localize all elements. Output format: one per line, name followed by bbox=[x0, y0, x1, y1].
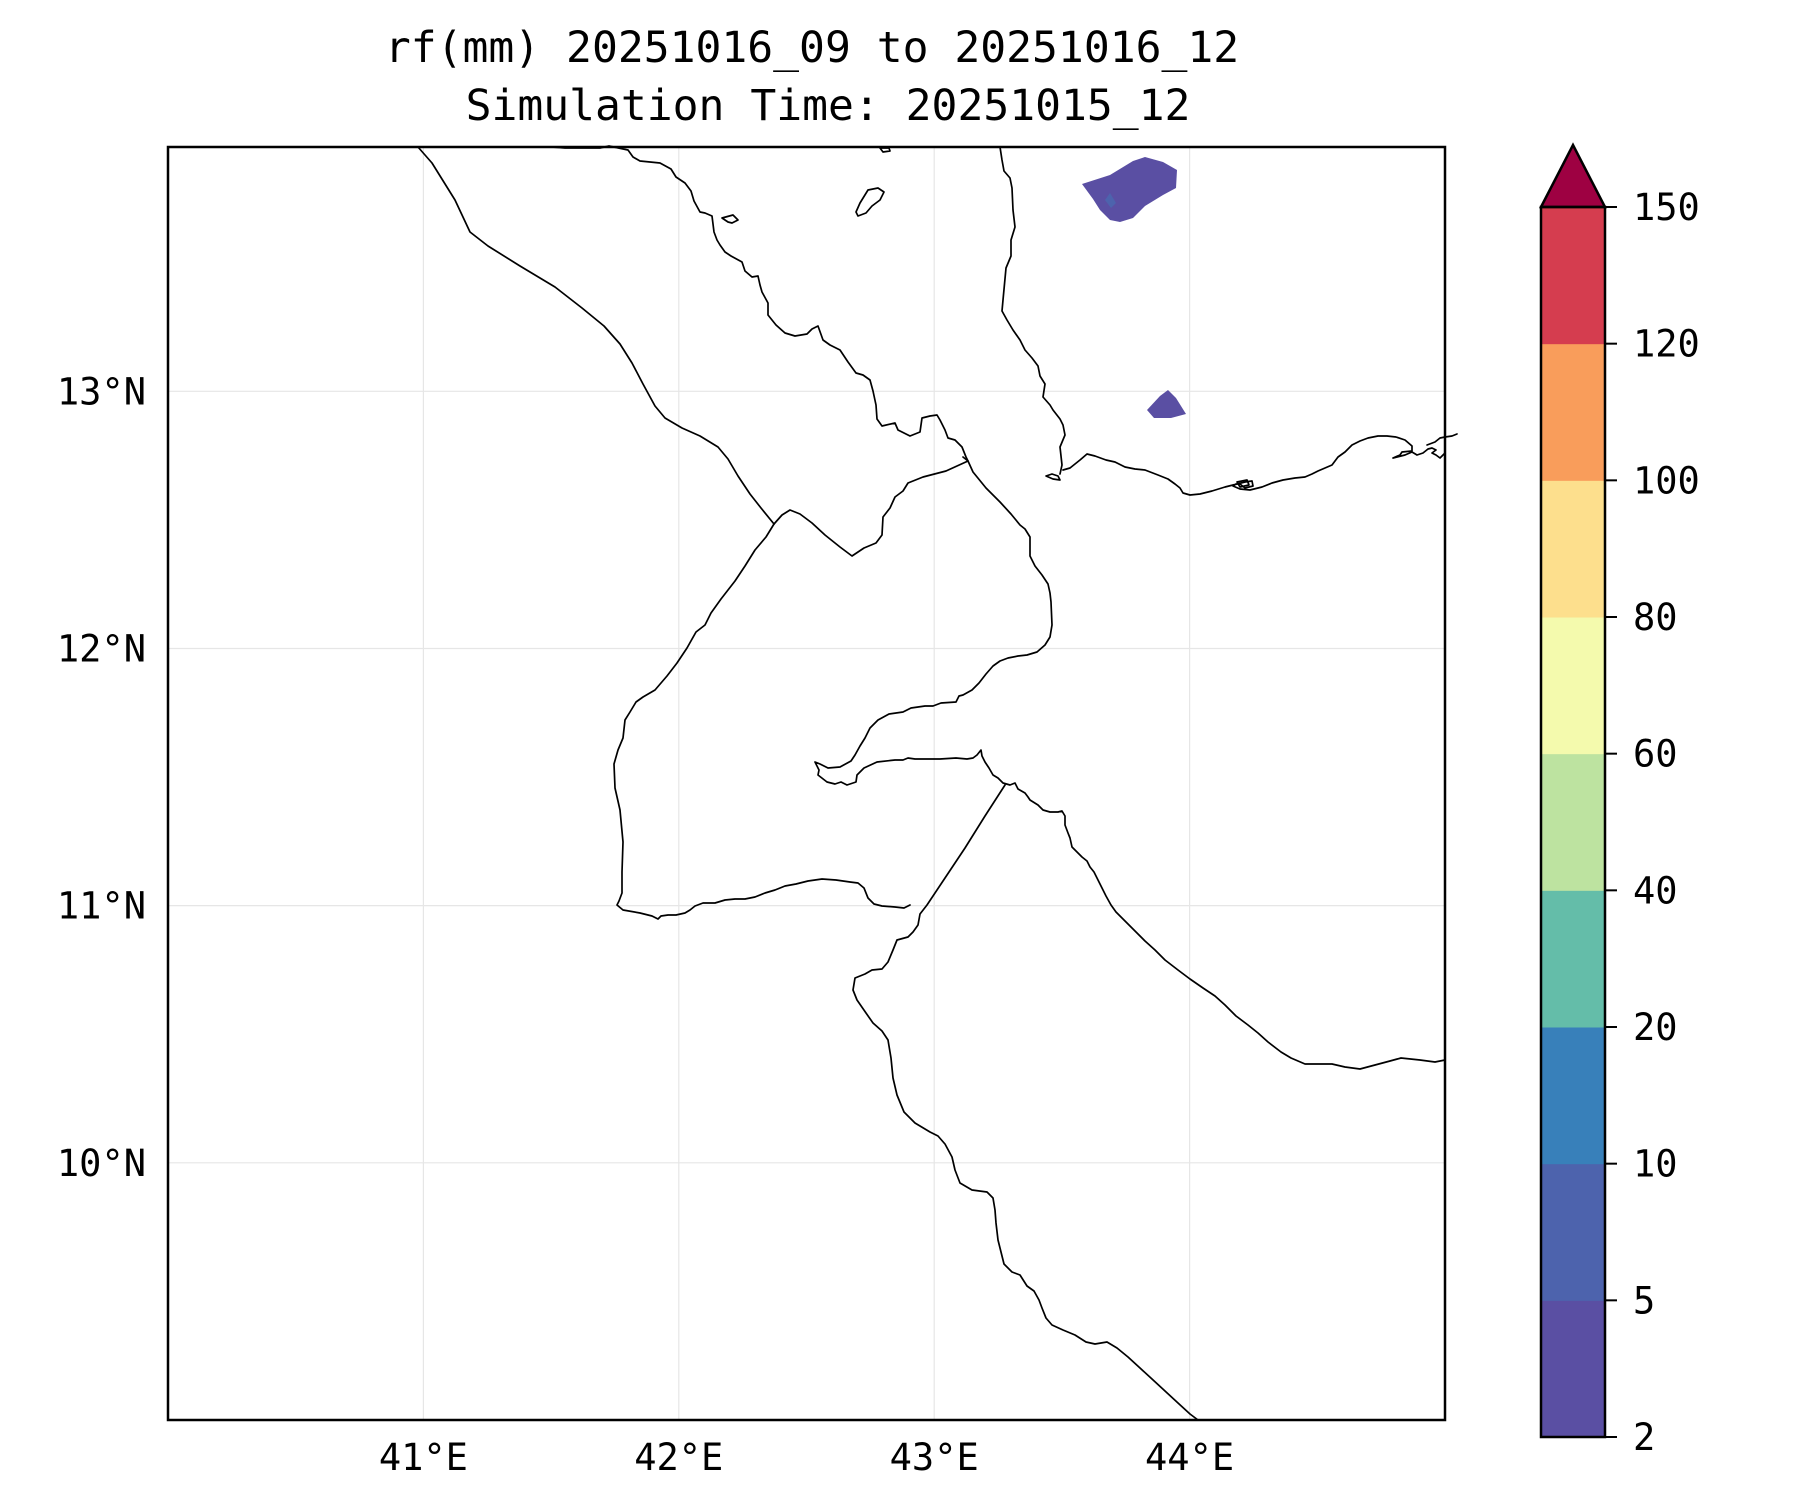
map-frame bbox=[166, 145, 1447, 1422]
colorbar-tick-label: 40 bbox=[1633, 869, 1678, 912]
colorbar-segment bbox=[1541, 890, 1605, 1028]
border-djibouti-west bbox=[613, 523, 911, 920]
x-tick-label: 44°E bbox=[1145, 1436, 1234, 1479]
colorbar-segment bbox=[1541, 207, 1605, 345]
coastline-yemen bbox=[1062, 435, 1446, 496]
map-background bbox=[168, 147, 1445, 1420]
title-line-2: Simulation Time: 20251015_12 bbox=[466, 81, 1191, 131]
rain-cell-south bbox=[1147, 390, 1186, 418]
island-1 bbox=[855, 187, 885, 217]
border-djibouti-ethiopia-south bbox=[852, 784, 1199, 1421]
gridlines bbox=[168, 147, 1445, 1420]
y-tick-label: 10°N bbox=[57, 1142, 146, 1185]
colorbar-segment bbox=[1541, 343, 1605, 481]
colorbar-segment bbox=[1541, 1300, 1605, 1438]
colorbar-tick-label: 120 bbox=[1633, 323, 1700, 366]
y-tick-label: 11°N bbox=[57, 885, 146, 928]
border-ethiopia-eritrea bbox=[417, 146, 775, 525]
x-tick-label: 42°E bbox=[634, 1436, 723, 1479]
colorbar-tick-label: 2 bbox=[1633, 1416, 1655, 1459]
island-3 bbox=[721, 214, 739, 224]
y-tick-label: 12°N bbox=[57, 627, 146, 670]
colorbar-tick-label: 10 bbox=[1633, 1143, 1678, 1186]
coastline-eritrea bbox=[551, 145, 969, 462]
precipitation-layer bbox=[1082, 157, 1186, 418]
coastlines-and-borders bbox=[417, 145, 1458, 1421]
island-5 bbox=[1236, 479, 1250, 488]
coastline-eritrea-inner bbox=[999, 146, 1066, 475]
colorbar-extend-arrow bbox=[1538, 142, 1608, 209]
title-line-1: rf(mm) 20251016_09 to 20251016_12 bbox=[385, 23, 1239, 73]
x-tick-label: 43°E bbox=[890, 1436, 979, 1479]
colorbar-tick-label: 5 bbox=[1633, 1279, 1655, 1322]
colorbar-tick-label: 60 bbox=[1633, 733, 1678, 776]
island-2 bbox=[1045, 473, 1061, 481]
colorbar-segment bbox=[1541, 617, 1605, 755]
border-ethiopia-djibouti bbox=[773, 456, 969, 557]
rain-cell-north-core bbox=[1105, 193, 1116, 208]
x-tick-label: 41°E bbox=[379, 1436, 468, 1479]
colorbar-segment bbox=[1541, 1027, 1605, 1165]
colorbar: 2 5 10 20 40 60 80 100 120 150 bbox=[1538, 142, 1700, 1459]
y-tick-label: 13°N bbox=[57, 370, 146, 413]
coastline-yemen-east bbox=[1426, 433, 1458, 446]
colorbar-tick-label: 80 bbox=[1633, 596, 1678, 639]
rain-cell-north bbox=[1082, 157, 1177, 222]
map-panel: 41°E 42°E 43°E 44°E 13°N 12°N 11°N 10°N bbox=[57, 145, 1458, 1479]
colorbar-frame bbox=[1539, 205, 1607, 1439]
colorbar-segment bbox=[1541, 480, 1605, 618]
coastline-djibouti bbox=[814, 460, 1446, 1070]
colorbar-tick-label: 100 bbox=[1633, 459, 1700, 502]
colorbar-segment bbox=[1541, 1163, 1605, 1301]
map-axis-ticks: 41°E 42°E 43°E 44°E 13°N 12°N 11°N 10°N bbox=[57, 370, 1234, 1479]
colorbar-segment bbox=[1541, 753, 1605, 891]
colorbar-tick-label: 150 bbox=[1633, 186, 1700, 229]
colorbar-tick-label: 20 bbox=[1633, 1006, 1678, 1049]
